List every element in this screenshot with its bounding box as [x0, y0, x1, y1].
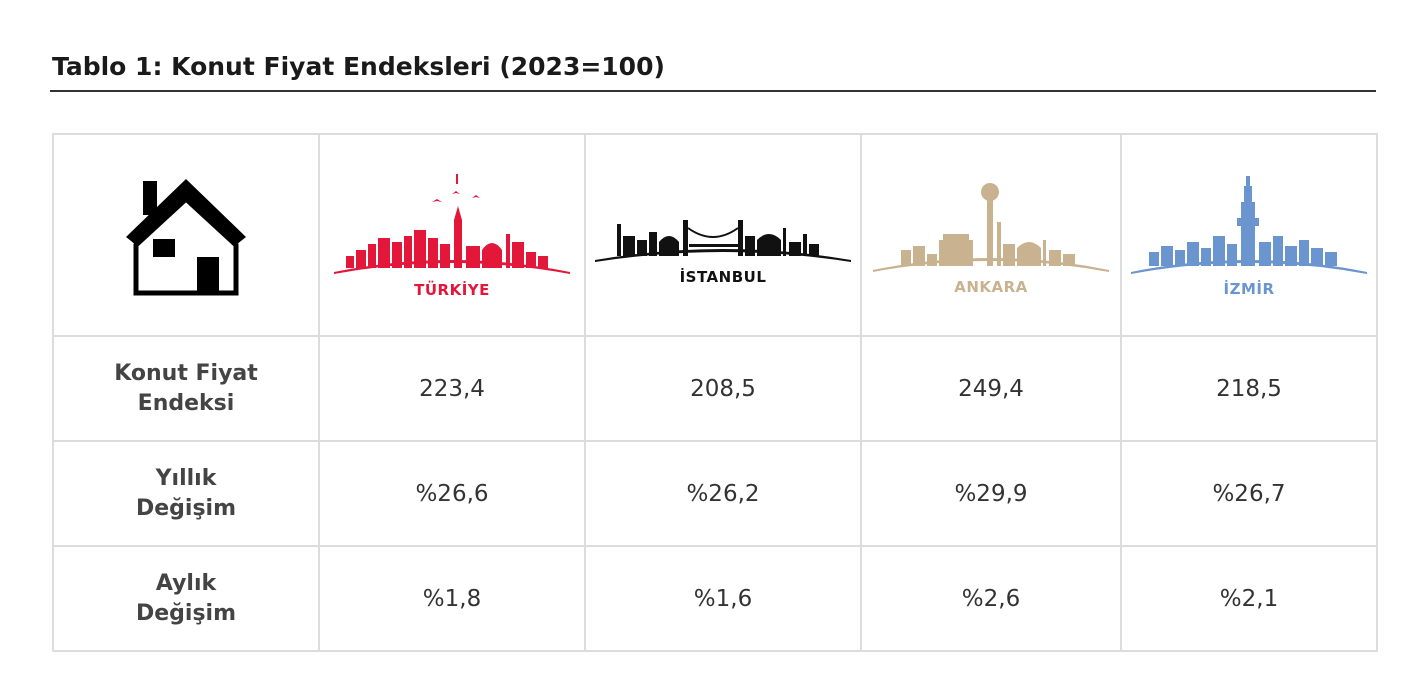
value-cell-ankara: 249,4: [860, 335, 1122, 442]
house-icon: [126, 178, 246, 295]
izmir-skyline-icon: [1131, 176, 1367, 274]
header-cell-turkiye: TÜRKİYE: [318, 133, 586, 337]
row-label-line1: Aylık: [155, 570, 217, 596]
value-cell-izmir: %26,7: [1120, 440, 1378, 547]
value-cell-turkiye: 223,4: [318, 335, 586, 442]
row-label: Yıllık Değişim: [52, 440, 320, 547]
price-index-table: TÜRKİYE: [52, 133, 1378, 652]
header-cell-istanbul: İSTANBUL: [584, 133, 862, 337]
istanbul-skyline-icon: [595, 220, 851, 262]
city-name-turkiye: TÜRKİYE: [414, 280, 490, 299]
row-label-line2: Değişim: [135, 600, 237, 626]
value-cell-istanbul: %1,6: [584, 545, 862, 652]
row-label-line1: Konut Fiyat: [114, 360, 258, 386]
city-name-ankara: ANKARA: [954, 278, 1028, 296]
city-name-istanbul: İSTANBUL: [679, 268, 767, 286]
ankara-skyline-icon: [873, 183, 1109, 272]
row-label-line2: Değişim: [135, 495, 237, 521]
header-cell-izmir: İZMİR: [1120, 133, 1378, 337]
turkiye-skyline-icon: [334, 173, 570, 274]
title-divider: [50, 90, 1376, 92]
value-cell-turkiye: %26,6: [318, 440, 586, 547]
value-cell-ankara: %29,9: [860, 440, 1122, 547]
value-cell-izmir: %2,1: [1120, 545, 1378, 652]
header-cell-ankara: ANKARA: [860, 133, 1122, 337]
row-label-line2: Endeksi: [137, 390, 235, 416]
value-cell-istanbul: 208,5: [584, 335, 862, 442]
header-icon-cell: [52, 133, 320, 337]
table-title: Tablo 1: Konut Fiyat Endeksleri (2023=10…: [52, 52, 665, 81]
value-cell-izmir: 218,5: [1120, 335, 1378, 442]
value-cell-turkiye: %1,8: [318, 545, 586, 652]
table-row: Yıllık Değişim %26,6 %26,2 %29,9 %26,7: [52, 440, 1378, 547]
row-label: Aylık Değişim: [52, 545, 320, 652]
table-header-row: TÜRKİYE: [52, 133, 1378, 337]
city-name-izmir: İZMİR: [1223, 280, 1275, 298]
value-cell-ankara: %2,6: [860, 545, 1122, 652]
row-label: Konut Fiyat Endeksi: [52, 335, 320, 442]
table-row: Konut Fiyat Endeksi 223,4 208,5 249,4 218…: [52, 335, 1378, 442]
row-label-line1: Yıllık: [155, 465, 217, 491]
table-row: Aylık Değişim %1,8 %1,6 %2,6 %2,1: [52, 545, 1378, 652]
value-cell-istanbul: %26,2: [584, 440, 862, 547]
